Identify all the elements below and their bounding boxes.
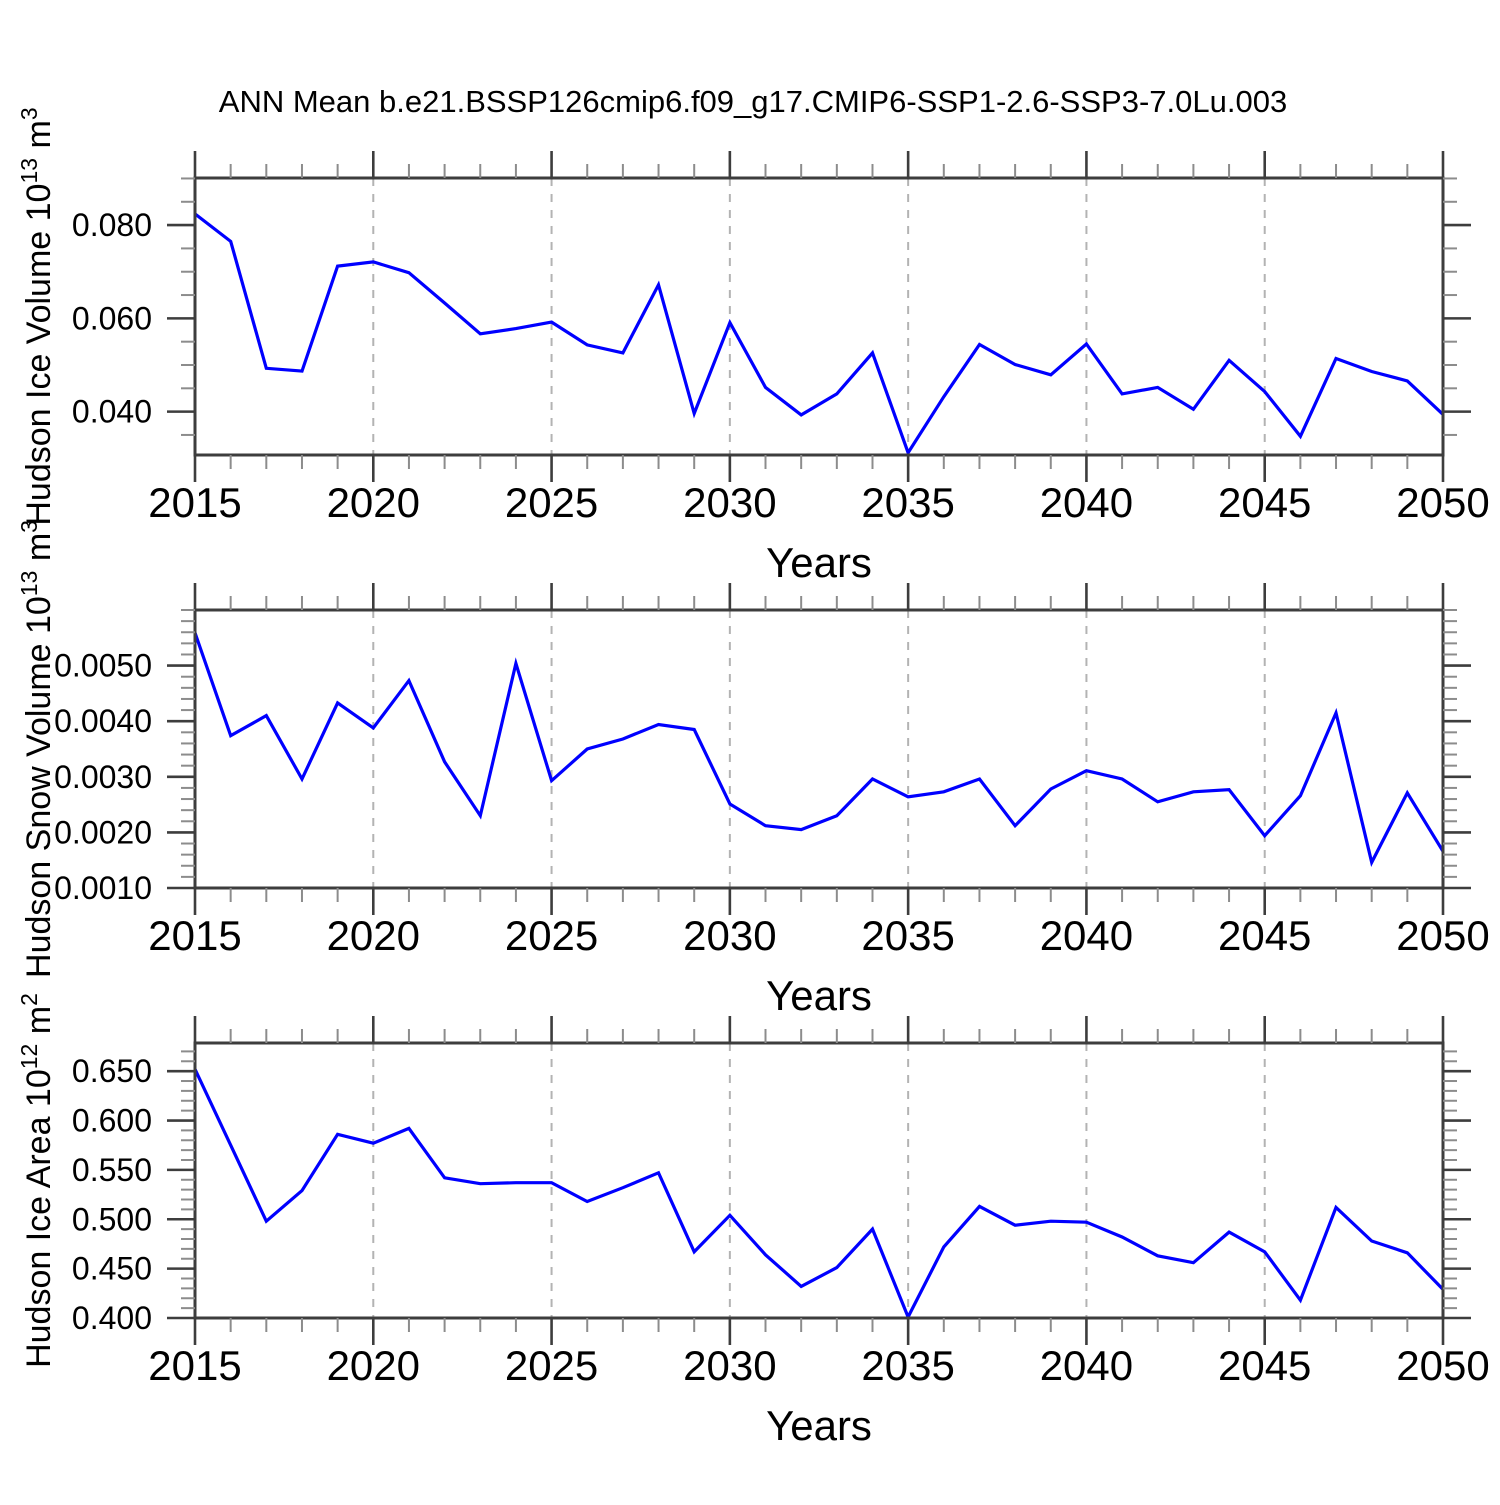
x-axis-title: Years <box>766 1402 872 1449</box>
x-tick-label: 2040 <box>1040 1342 1133 1389</box>
y-tick-label: 0.400 <box>72 1300 152 1336</box>
x-tick-label: 2015 <box>148 912 241 959</box>
y-tick-label: 0.0040 <box>54 703 152 739</box>
data-line-hudson-ice-volume <box>194 212 1445 457</box>
x-tick-label: 2035 <box>861 479 954 526</box>
x-axis-title: Years <box>766 972 872 1019</box>
x-tick-label: 2030 <box>683 479 776 526</box>
y-tick-label: 0.600 <box>72 1103 152 1139</box>
x-tick-label: 2020 <box>327 912 420 959</box>
data-line-hudson-ice-area <box>193 1068 1445 1321</box>
x-tick-label: 2035 <box>861 1342 954 1389</box>
x-tick-label: 2050 <box>1396 479 1489 526</box>
y-tick-label: 0.080 <box>72 207 152 243</box>
y-axis-title: Hudson Ice Area 1012 m2 <box>16 993 58 1368</box>
y-tick-label: 0.550 <box>72 1152 152 1188</box>
y-tick-label: 0.500 <box>72 1201 152 1237</box>
x-tick-label: 2040 <box>1040 912 1133 959</box>
x-tick-label: 2020 <box>327 479 420 526</box>
y-tick-label: 0.450 <box>72 1251 152 1287</box>
x-tick-label: 2025 <box>505 1342 598 1389</box>
x-tick-label: 2025 <box>505 912 598 959</box>
x-tick-label: 2020 <box>327 1342 420 1389</box>
panel-hudson-ice-area: 0.400 0.450 0.500 0.550 0.600 0.650 2015 2020 20… <box>16 993 1490 1449</box>
y-tick-label: 0.0020 <box>54 814 152 850</box>
y-tick-label: 0.0030 <box>54 759 152 795</box>
y-tick-label: 0.0010 <box>54 870 152 906</box>
y-tick-label: 0.040 <box>72 394 152 430</box>
x-tick-label: 2030 <box>683 912 776 959</box>
x-tick-label: 2030 <box>683 1342 776 1389</box>
panel-hudson-snow-volume: 0.0010 0.0020 0.0030 0.0040 0.0050 2015 2020 20… <box>16 520 1490 1019</box>
y-axis-title: Hudson Ice Volume 1013 m3 <box>16 107 58 525</box>
x-tick-label: 2045 <box>1218 479 1311 526</box>
y-axis-title: Hudson Snow Volume 1013 m3 <box>16 520 58 978</box>
plot-frame <box>193 176 1445 457</box>
x-tick-label: 2045 <box>1218 1342 1311 1389</box>
plot-frame <box>193 608 1445 890</box>
panel-hudson-ice-volume: 0.040 0.060 0.080 2015 2020 2025 2030 2035 2040 2… <box>16 107 1490 586</box>
x-tick-label: 2050 <box>1396 912 1489 959</box>
panels-group: 0.040 0.060 0.080 2015 2020 2025 2030 2035 2040 2… <box>16 107 1490 1449</box>
x-tick-label: 2045 <box>1218 912 1311 959</box>
y-tick-label: 0.0050 <box>54 648 152 684</box>
data-line-hudson-snow-volume <box>193 632 1445 867</box>
y-tick-label: 0.060 <box>72 300 152 336</box>
x-tick-label: 2050 <box>1396 1342 1489 1389</box>
x-tick-label: 2015 <box>148 1342 241 1389</box>
x-tick-label: 2040 <box>1040 479 1133 526</box>
x-tick-label: 2035 <box>861 912 954 959</box>
x-tick-label: 2025 <box>505 479 598 526</box>
x-axis-title: Years <box>766 539 872 586</box>
y-tick-label: 0.650 <box>72 1053 152 1089</box>
figure-title: ANN Mean b.e21.BSSP126cmip6.f09_g17.CMIP… <box>219 84 1287 119</box>
x-tick-label: 2015 <box>148 479 241 526</box>
